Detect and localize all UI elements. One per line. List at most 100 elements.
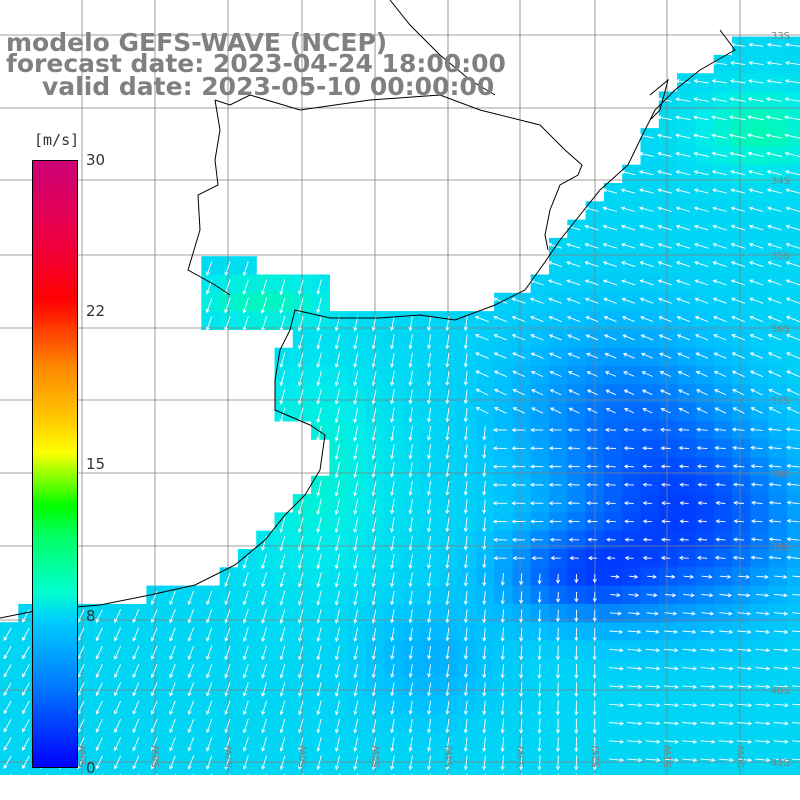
wind-arrow — [586, 482, 598, 487]
wind-arrow — [371, 572, 377, 588]
wind-arrow — [584, 242, 599, 249]
wind-speed-cell — [786, 768, 800, 775]
wind-arrow — [732, 388, 745, 396]
wind-speed-cell — [384, 768, 404, 775]
wind-arrow — [694, 334, 709, 341]
wind-arrow — [316, 535, 322, 552]
wind-arrow — [663, 739, 679, 744]
wind-speed-cell — [530, 768, 550, 775]
wind-arrow — [353, 389, 359, 405]
wind-arrow — [604, 371, 617, 377]
wind-arrow — [620, 206, 636, 212]
wind-arrow — [334, 572, 340, 588]
wind-arrow — [493, 297, 508, 304]
wind-arrow — [766, 79, 782, 84]
wind-arrow — [390, 517, 395, 533]
wind-arrow — [390, 554, 395, 570]
wind-speed-cell — [567, 768, 587, 775]
wind-arrow — [609, 648, 624, 653]
wind-arrow — [555, 718, 560, 734]
wind-arrow — [719, 593, 733, 598]
wind-arrow — [187, 590, 195, 606]
wind-arrow — [390, 371, 395, 387]
wind-arrow — [518, 645, 524, 661]
wind-arrow — [260, 297, 268, 314]
wind-arrow — [791, 685, 800, 688]
wind-arrow — [766, 42, 782, 47]
wind-arrow — [574, 700, 579, 716]
wind-speed-cell — [91, 768, 111, 775]
wind-arrow — [548, 501, 562, 506]
wind-arrow — [297, 315, 304, 332]
wind-arrow — [663, 721, 679, 726]
wind-arrow — [584, 261, 599, 268]
wind-speed-cell — [786, 585, 800, 605]
wind-arrow — [605, 500, 616, 506]
wind-arrow — [371, 371, 377, 387]
wind-arrow — [408, 352, 413, 368]
wind-arrow — [169, 645, 176, 660]
wind-arrow — [353, 664, 359, 679]
wind-arrow — [765, 151, 783, 157]
wind-arrow — [773, 648, 789, 653]
wind-arrow — [731, 352, 745, 359]
wind-arrow — [682, 758, 698, 763]
wind-arrow — [445, 462, 450, 478]
wind-arrow — [605, 519, 616, 524]
wind-arrow — [661, 500, 671, 506]
wind-arrow — [539, 773, 541, 775]
wind-arrow — [697, 519, 708, 524]
wind-speed-cell — [512, 768, 532, 775]
wind-arrow — [608, 721, 625, 726]
wind-arrow — [647, 574, 657, 579]
wind-speed-cell — [109, 768, 129, 775]
wind-arrow — [730, 188, 746, 194]
wind-arrow — [661, 519, 671, 524]
wind-arrow — [678, 389, 690, 396]
wind-arrow — [519, 573, 524, 586]
wind-arrow — [390, 664, 395, 679]
wind-arrow — [645, 666, 661, 671]
wind-arrow — [568, 389, 580, 396]
wind-arrow — [242, 572, 249, 588]
wind-arrow — [675, 151, 691, 157]
wind-arrow — [737, 739, 753, 744]
wind-arrow — [679, 537, 689, 542]
wind-arrow — [3, 627, 12, 642]
wind-arrow — [627, 721, 643, 726]
wind-arrow — [353, 371, 359, 387]
wind-arrow — [623, 446, 635, 451]
wind-arrow — [242, 554, 249, 569]
wind-arrow — [390, 389, 395, 405]
wind-arrow — [604, 352, 617, 359]
wind-arrow — [426, 371, 432, 387]
wind-arrow — [602, 242, 618, 249]
wind-arrow — [628, 611, 641, 616]
lon-label: 53W — [516, 745, 527, 768]
wind-arrow — [187, 645, 195, 660]
wind-arrow — [550, 556, 561, 561]
wind-arrow — [785, 242, 800, 249]
wind-speed-cell — [347, 768, 367, 775]
wind-arrow — [767, 333, 782, 341]
wind-arrow — [463, 316, 468, 332]
wind-arrow — [247, 773, 249, 775]
wind-arrow — [711, 97, 728, 102]
wind-arrow — [609, 684, 624, 689]
wind-arrow — [279, 700, 286, 716]
wind-arrow — [592, 700, 597, 716]
wind-arrow — [132, 718, 140, 734]
wind-arrow — [390, 645, 395, 660]
wind-arrow — [592, 627, 597, 642]
wind-arrow — [592, 663, 597, 679]
wind-arrow — [696, 407, 708, 414]
wind-arrow — [371, 755, 377, 771]
wind-arrow — [640, 315, 654, 323]
wind-arrow — [605, 446, 616, 451]
lon-label: 54W — [444, 745, 455, 768]
wind-arrow — [132, 627, 140, 642]
wind-arrow — [664, 629, 678, 634]
wind-arrow — [675, 242, 691, 249]
lat-label: 35S — [771, 251, 790, 262]
